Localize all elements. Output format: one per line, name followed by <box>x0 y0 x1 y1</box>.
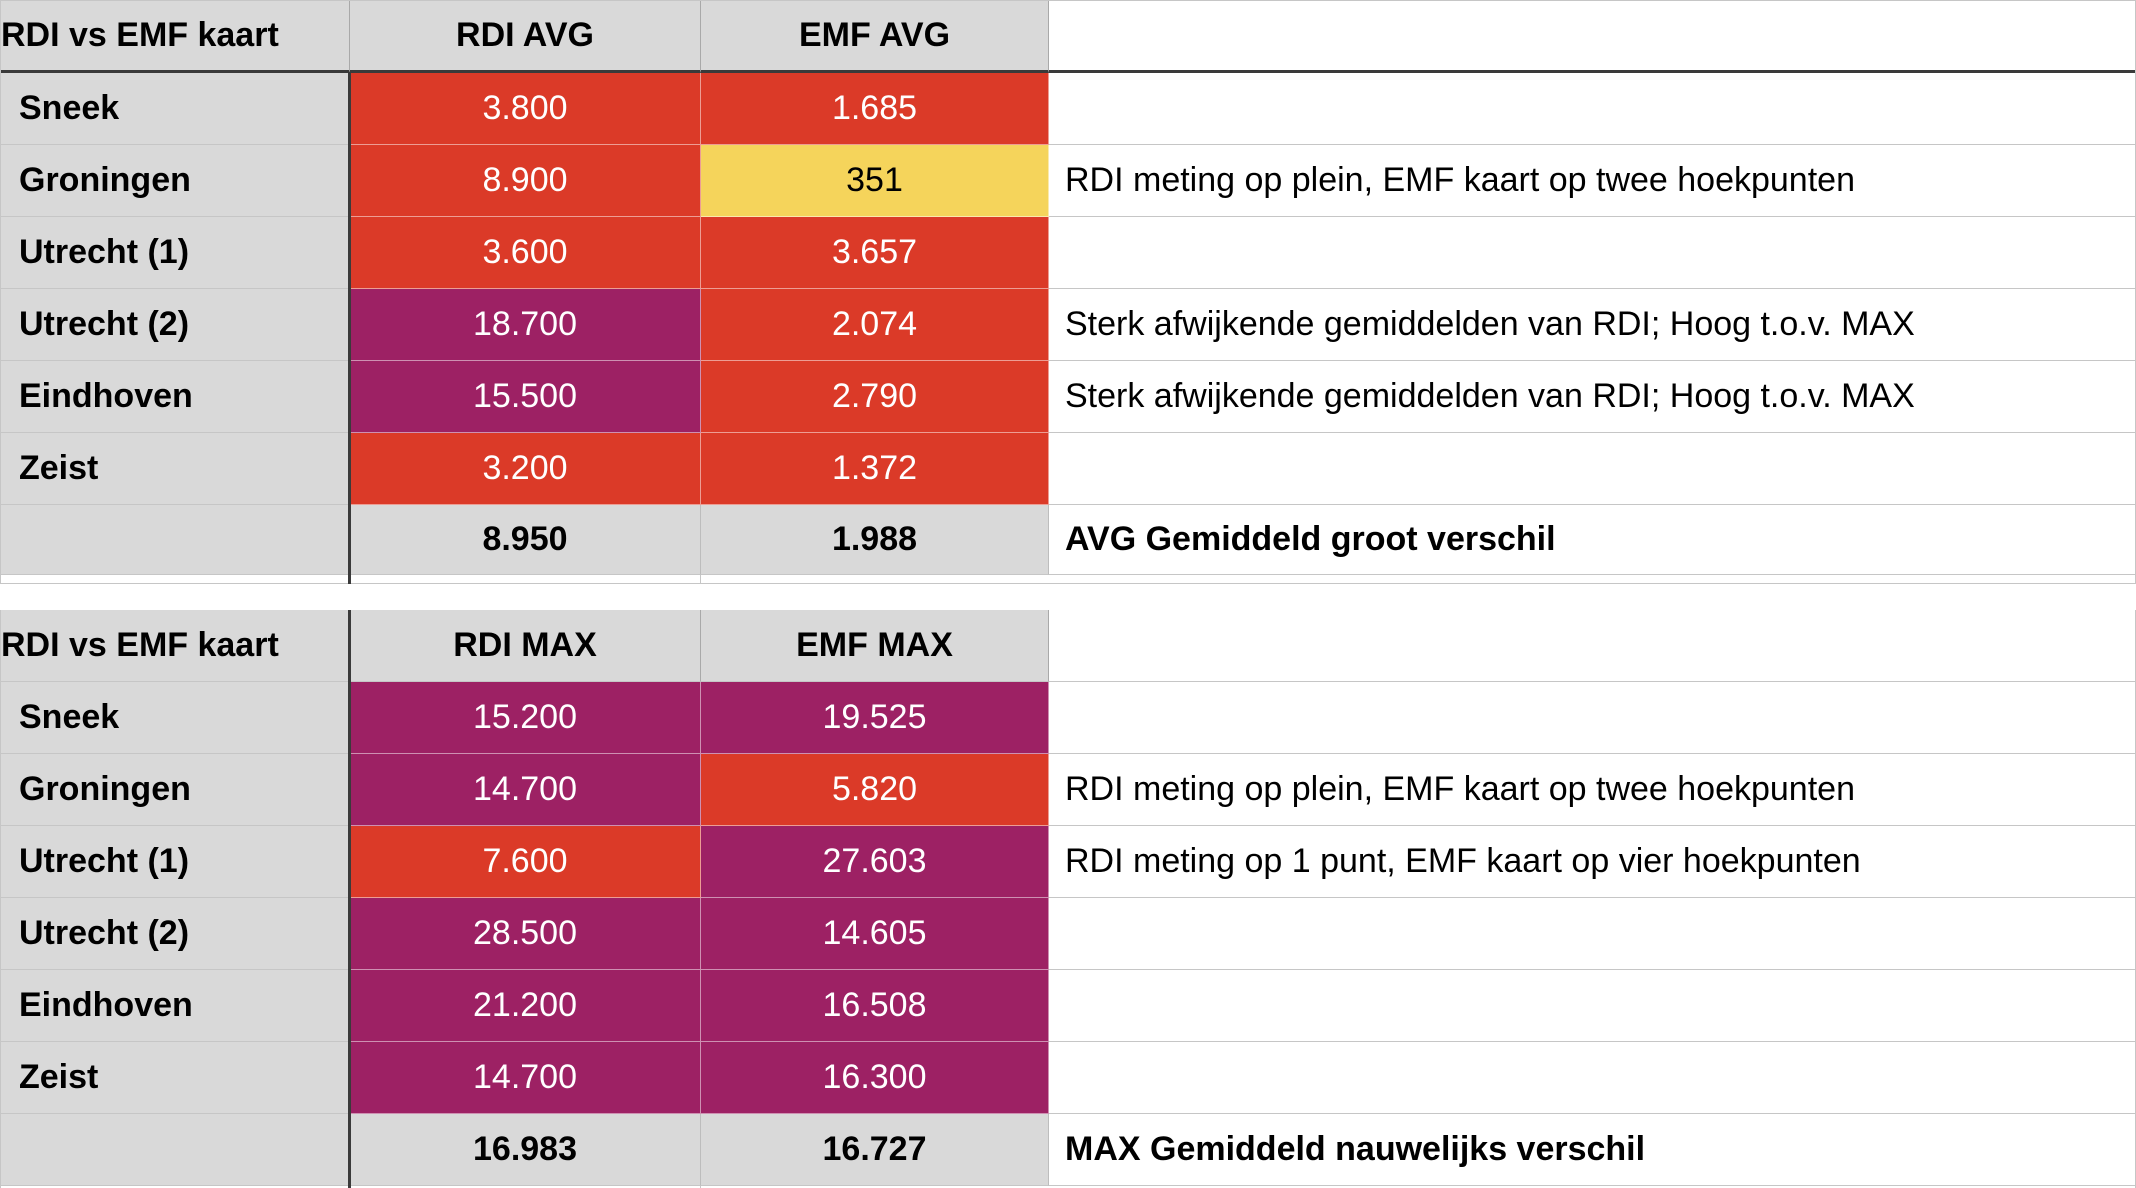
city-label[interactable]: Eindhoven <box>1 361 350 433</box>
city-label[interactable]: Groningen <box>1 145 350 217</box>
emf-avg-total-cell[interactable]: 1.988 <box>701 505 1049 575</box>
partial-cell <box>1 575 350 584</box>
comment-cell[interactable] <box>1049 898 2135 970</box>
emf-avg-value-cell[interactable]: 2.074 <box>701 289 1049 361</box>
city-label[interactable]: Groningen <box>1 754 350 826</box>
comment-cell[interactable] <box>1049 682 2135 754</box>
rdi-avg-value-cell[interactable]: 15.500 <box>350 361 701 433</box>
rdi-max-value-cell[interactable]: 15.200 <box>350 682 701 754</box>
tables-gap <box>0 584 2136 610</box>
table-row-zeist-avg: Zeist 3.200 1.372 <box>1 433 2135 505</box>
partial-cell <box>701 575 1049 584</box>
city-label[interactable]: Zeist <box>1 1042 350 1114</box>
comment-cell[interactable] <box>1049 217 2135 289</box>
avg-header-row: RDI vs EMF kaart RDI AVG EMF AVG <box>1 1 2135 73</box>
city-label[interactable]: Sneek <box>1 73 350 145</box>
avg-table-title[interactable]: RDI vs EMF kaart <box>1 1 350 73</box>
table-row-sneek-avg: Sneek 3.800 1.685 <box>1 73 2135 145</box>
partial-row <box>1 575 2135 584</box>
table-row-groningen-max: Groningen 14.700 5.820 RDI meting op ple… <box>1 754 2135 826</box>
rdi-avg-value-cell[interactable]: 18.700 <box>350 289 701 361</box>
rdi-max-value-cell[interactable]: 14.700 <box>350 1042 701 1114</box>
table-row-utrecht2-avg: Utrecht (2) 18.700 2.074 Sterk afwijkend… <box>1 289 2135 361</box>
city-label[interactable]: Utrecht (2) <box>1 289 350 361</box>
table-row-eindhoven-avg: Eindhoven 15.500 2.790 Sterk afwijkende … <box>1 361 2135 433</box>
avg-summary-cell[interactable]: AVG Gemiddeld groot verschil <box>1049 505 2135 575</box>
rdi-max-value-cell[interactable]: 7.600 <box>350 826 701 898</box>
comment-cell[interactable] <box>1049 970 2135 1042</box>
comment-cell[interactable]: Sterk afwijkende gemiddelden van RDI; Ho… <box>1049 289 2135 361</box>
table-row-utrecht2-max: Utrecht (2) 28.500 14.605 <box>1 898 2135 970</box>
table-row-utrecht1-max: Utrecht (1) 7.600 27.603 RDI meting op 1… <box>1 826 2135 898</box>
emf-max-value-cell[interactable]: 16.508 <box>701 970 1049 1042</box>
total-row-label-cell[interactable] <box>1 1114 350 1186</box>
city-label[interactable]: Utrecht (2) <box>1 898 350 970</box>
avg-comment-column-header[interactable] <box>1049 1 2135 73</box>
partial-cell <box>701 1186 1049 1188</box>
rdi-avg-value-cell[interactable]: 3.800 <box>350 73 701 145</box>
emf-max-value-cell[interactable]: 5.820 <box>701 754 1049 826</box>
max-header-row: RDI vs EMF kaart RDI MAX EMF MAX <box>1 610 2135 682</box>
emf-max-value-cell[interactable]: 16.300 <box>701 1042 1049 1114</box>
partial-cell <box>350 575 701 584</box>
emf-avg-value-cell[interactable]: 1.685 <box>701 73 1049 145</box>
max-summary-cell[interactable]: MAX Gemiddeld nauwelijks verschil <box>1049 1114 2135 1186</box>
comment-cell[interactable] <box>1049 73 2135 145</box>
city-label[interactable]: Utrecht (1) <box>1 826 350 898</box>
table-row-zeist-max: Zeist 14.700 16.300 <box>1 1042 2135 1114</box>
rdi-avg-total-cell[interactable]: 8.950 <box>350 505 701 575</box>
emf-avg-value-cell[interactable]: 3.657 <box>701 217 1049 289</box>
city-label[interactable]: Utrecht (1) <box>1 217 350 289</box>
rdi-max-total-cell[interactable]: 16.983 <box>350 1114 701 1186</box>
table-row-eindhoven-max: Eindhoven 21.200 16.508 <box>1 970 2135 1042</box>
rdi-max-column-header[interactable]: RDI MAX <box>350 610 701 682</box>
emf-avg-column-header[interactable]: EMF AVG <box>701 1 1049 73</box>
emf-avg-value-cell[interactable]: 351 <box>701 145 1049 217</box>
max-table: RDI vs EMF kaart RDI MAX EMF MAX Sneek 1… <box>0 610 2136 1188</box>
city-label[interactable]: Zeist <box>1 433 350 505</box>
city-label[interactable]: Sneek <box>1 682 350 754</box>
table-row-utrecht1-avg: Utrecht (1) 3.600 3.657 <box>1 217 2135 289</box>
comment-cell[interactable]: Sterk afwijkende gemiddelden van RDI; Ho… <box>1049 361 2135 433</box>
table-row-sneek-max: Sneek 15.200 19.525 <box>1 682 2135 754</box>
avg-table: RDI vs EMF kaart RDI AVG EMF AVG Sneek 3… <box>0 0 2136 584</box>
rdi-avg-value-cell[interactable]: 3.200 <box>350 433 701 505</box>
column-divider-line <box>348 72 351 584</box>
rdi-avg-column-header[interactable]: RDI AVG <box>350 1 701 73</box>
emf-max-value-cell[interactable]: 14.605 <box>701 898 1049 970</box>
max-comment-column-header[interactable] <box>1049 610 2135 682</box>
rdi-max-value-cell[interactable]: 14.700 <box>350 754 701 826</box>
table-row-groningen-avg: Groningen 8.900 351 RDI meting op plein,… <box>1 145 2135 217</box>
comment-cell[interactable]: RDI meting op plein, EMF kaart op twee h… <box>1049 754 2135 826</box>
emf-avg-value-cell[interactable]: 1.372 <box>701 433 1049 505</box>
avg-total-row: 8.950 1.988 AVG Gemiddeld groot verschil <box>1 505 2135 575</box>
emf-max-value-cell[interactable]: 19.525 <box>701 682 1049 754</box>
partial-cell <box>1049 575 2135 584</box>
emf-max-column-header[interactable]: EMF MAX <box>701 610 1049 682</box>
comment-cell[interactable]: RDI meting op 1 punt, EMF kaart op vier … <box>1049 826 2135 898</box>
max-table-title[interactable]: RDI vs EMF kaart <box>1 610 350 682</box>
emf-max-total-cell[interactable]: 16.727 <box>701 1114 1049 1186</box>
total-row-label-cell[interactable] <box>1 505 350 575</box>
rdi-avg-value-cell[interactable]: 8.900 <box>350 145 701 217</box>
emf-avg-value-cell[interactable]: 2.790 <box>701 361 1049 433</box>
max-total-row: 16.983 16.727 MAX Gemiddeld nauwelijks v… <box>1 1114 2135 1186</box>
city-label[interactable]: Eindhoven <box>1 970 350 1042</box>
partial-cell <box>350 1186 701 1188</box>
rdi-max-value-cell[interactable]: 28.500 <box>350 898 701 970</box>
rdi-avg-value-cell[interactable]: 3.600 <box>350 217 701 289</box>
comment-cell[interactable] <box>1049 433 2135 505</box>
emf-max-value-cell[interactable]: 27.603 <box>701 826 1049 898</box>
comment-cell[interactable]: RDI meting op plein, EMF kaart op twee h… <box>1049 145 2135 217</box>
column-divider-line <box>348 610 351 1188</box>
comment-cell[interactable] <box>1049 1042 2135 1114</box>
partial-cell <box>1049 1186 2135 1188</box>
rdi-max-value-cell[interactable]: 21.200 <box>350 970 701 1042</box>
